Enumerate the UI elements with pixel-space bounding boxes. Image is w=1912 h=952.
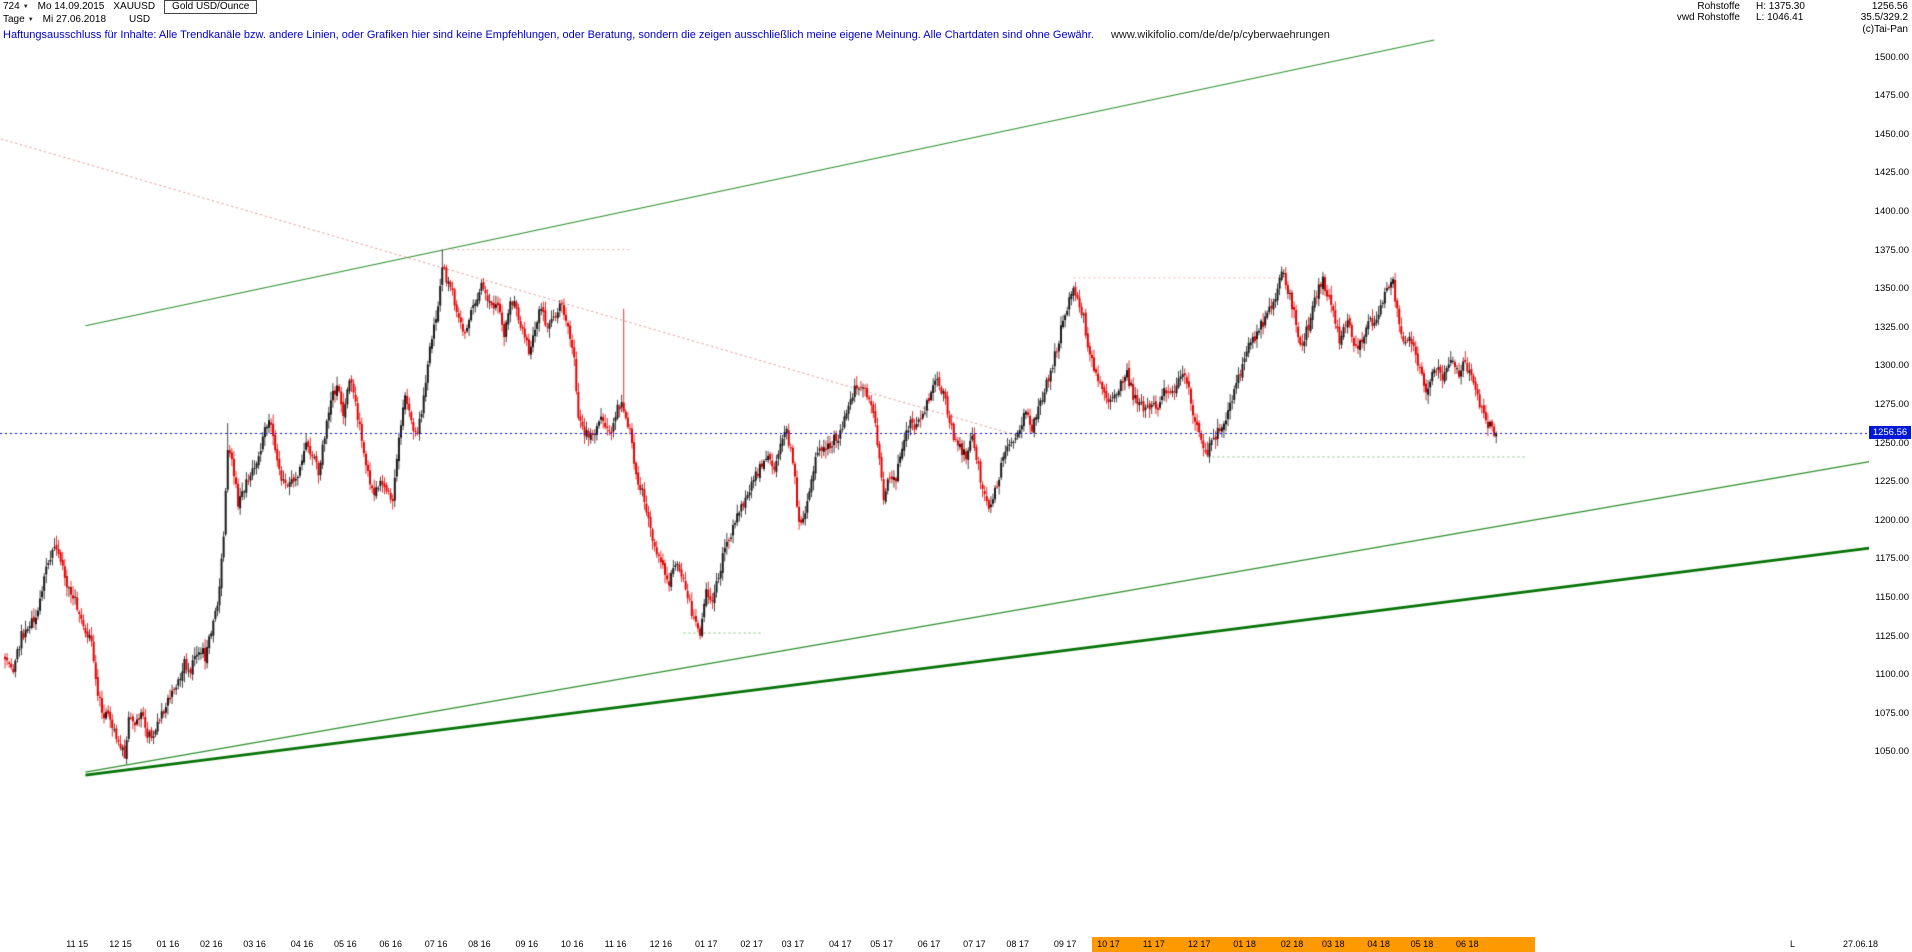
time-tick-label: 03 17 [781, 939, 805, 949]
time-tick-label: 01 17 [694, 939, 718, 949]
price-tick-label: 1125.00 [1875, 630, 1909, 642]
instrument-name-box[interactable]: Gold USD/Ounce [164, 0, 258, 14]
quote-row-copyright: (c)Tai-Pan [1677, 24, 1908, 35]
symbol-label: XAUUSD [113, 0, 156, 12]
time-tick-label: 11 16 [604, 939, 627, 949]
price-tick-label: 1100.00 [1875, 669, 1909, 681]
time-axis-highlight [1091, 937, 1536, 952]
ratio-value: 35.5/329.2 [1860, 12, 1908, 23]
time-tick-label: 06 16 [379, 939, 402, 949]
time-tick-label: 05 18 [1410, 939, 1434, 949]
time-tick-label: 01 18 [1233, 939, 1256, 949]
price-tick-label: 1425.00 [1874, 167, 1909, 179]
time-tick-label: 04 18 [1367, 939, 1390, 949]
time-axis[interactable]: L 11 15 12 15 01 16 02 16 03 16 04 16 05 16 06 … [0, 937, 1869, 952]
price-tick-label: 1175.00 [1875, 553, 1909, 565]
quote-row-low: vwd Rohstoffe L: 1046.41 35.5/329.2 [1677, 12, 1908, 23]
time-tick-label: 07 16 [424, 939, 448, 949]
end-date-bottom: 27.06.18 [1843, 939, 1879, 949]
time-tick-label: 09 17 [1053, 939, 1077, 949]
time-tick-label: 04 16 [290, 939, 314, 949]
time-tick-label: 11 15 [66, 939, 89, 949]
last-price-top: 1256.56 [1871, 1, 1908, 12]
time-tick-label: 07 17 [963, 939, 986, 949]
quote-row-high: Rohstoffe H: 1375.30 1256.56 [1677, 1, 1908, 12]
last-price-badge: 1256.56 [1869, 426, 1911, 440]
toolbar-row-2: Tage ▼ Mi 27.06.2018 USD [3, 13, 1330, 26]
dropdown-arrow-icon: ▼ [22, 3, 29, 10]
dropdown-arrow-icon: ▼ [27, 16, 34, 23]
price-tick-label: 1500.00 [1874, 51, 1909, 63]
disclaimer-url: www.wikifolio.com/de/de/p/cyberwaehrunge… [1110, 29, 1330, 41]
time-tick-label: 02 18 [1280, 939, 1304, 949]
time-tick-label: 12 16 [649, 939, 673, 949]
price-tick-label: 1450.00 [1874, 128, 1909, 140]
quote-panel: Rohstoffe H: 1375.30 1256.56 vwd Rohstof… [1677, 1, 1908, 35]
price-tick-label: 1325.00 [1874, 321, 1909, 333]
price-axis[interactable]: 1500.00 1475.00 1450.00 1425.00 1400.00 1375.… [1869, 38, 1912, 935]
category-label: Rohstoffe [1697, 1, 1740, 12]
time-tick-label: 03 16 [243, 939, 266, 949]
price-tick-label: 1275.00 [1874, 398, 1909, 410]
feed-label: vwd Rohstoffe [1676, 12, 1740, 23]
price-tick-label: 1200.00 [1874, 514, 1909, 526]
time-tick-label: 10 17 [1097, 939, 1120, 949]
toolbar-row-1: 724 ▼ Mo 14.09.2015 XAUUSD Gold USD/Ounc… [3, 0, 1330, 14]
time-tick-label: 12 17 [1187, 939, 1211, 949]
period-dropdown[interactable]: Tage ▼ [3, 14, 34, 26]
bar-count-value: 724 [3, 0, 20, 12]
end-marker-label: L [1790, 939, 1796, 949]
time-tick-label: 03 18 [1321, 939, 1345, 949]
time-tick-label: 01 16 [156, 939, 180, 949]
time-tick-label: 09 16 [515, 939, 539, 949]
time-tick-label: 02 17 [740, 939, 763, 949]
price-tick-label: 1400.00 [1874, 205, 1909, 217]
price-tick-label: 1300.00 [1874, 360, 1909, 372]
time-tick-label: 08 16 [468, 939, 491, 949]
time-tick-label: 06 17 [917, 939, 941, 949]
price-tick-label: 1050.00 [1874, 746, 1909, 758]
start-date-label: Mo 14.09.2015 [37, 0, 105, 12]
low-value: L: 1046.41 [1756, 12, 1804, 23]
price-tick-label: 1375.00 [1874, 244, 1909, 256]
price-tick-label: 1250.00 [1874, 437, 1909, 449]
time-tick-label: 11 17 [1142, 939, 1165, 949]
period-value: Tage [3, 13, 25, 25]
price-tick-label: 1350.00 [1874, 283, 1909, 295]
high-value: H: 1375.30 [1756, 1, 1805, 12]
time-tick-label: 10 16 [560, 939, 584, 949]
copyright-label: (c)Tai-Pan [1862, 24, 1908, 35]
toolbar: 724 ▼ Mo 14.09.2015 XAUUSD Gold USD/Ounc… [3, 0, 1330, 41]
time-tick-label: 04 17 [829, 939, 852, 949]
disclaimer-text: Haftungsausschluss für Inhalte: Alle Tre… [3, 29, 1094, 41]
time-tick-label: 06 18 [1456, 939, 1479, 949]
end-date-label: Mi 27.06.2018 [42, 13, 107, 25]
time-tick-label: 08 17 [1006, 939, 1029, 949]
price-tick-label: 1475.00 [1874, 90, 1909, 102]
time-tick-label: 05 16 [334, 939, 357, 949]
price-tick-label: 1150.00 [1875, 592, 1909, 604]
bar-count-dropdown[interactable]: 724 ▼ [3, 1, 29, 13]
time-tick-label: 05 17 [870, 939, 893, 949]
time-tick-label: 02 16 [199, 939, 223, 949]
price-tick-label: 1225.00 [1874, 476, 1909, 488]
price-tick-label: 1075.00 [1874, 707, 1909, 719]
time-tick-label: 12 15 [109, 939, 132, 949]
disclaimer: Haftungsausschluss für Inhalte: Alle Tre… [3, 29, 1330, 41]
currency-label: USD [129, 13, 151, 25]
